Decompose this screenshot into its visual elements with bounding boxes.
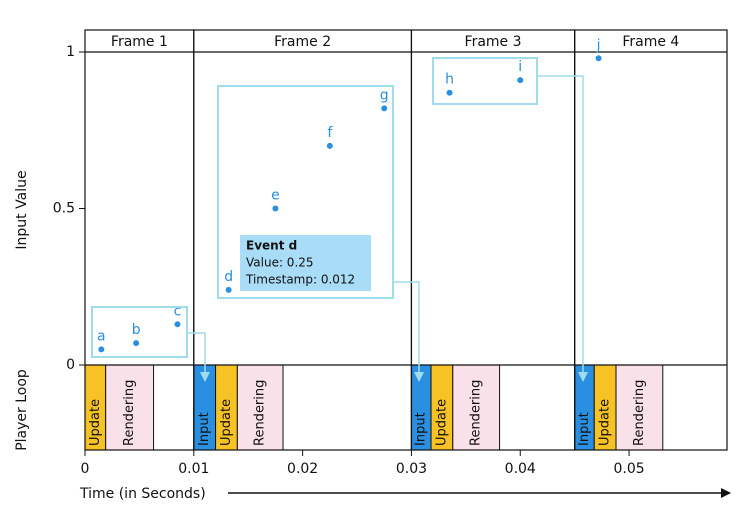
point-label: c — [174, 303, 182, 319]
loop-block-label: Input — [197, 412, 212, 446]
arrow-head — [578, 372, 588, 382]
point — [381, 105, 388, 112]
y-tick-label: 1 — [66, 44, 75, 60]
x-tick-label: 0.03 — [396, 461, 427, 477]
point — [225, 286, 232, 293]
point-label: f — [327, 125, 333, 141]
loop-block-label: Rendering — [632, 380, 647, 446]
arrow — [393, 281, 420, 376]
x-tick-label: 0.02 — [287, 461, 318, 477]
loop-block-label: Input — [577, 412, 592, 446]
loop-block-label: Rendering — [469, 380, 484, 446]
point-label: a — [97, 328, 106, 344]
x-tick-label: 0.04 — [505, 461, 536, 477]
x-axis-label: Time (in Seconds) — [79, 486, 206, 502]
point-label: h — [445, 72, 454, 88]
point — [98, 346, 105, 353]
x-tick-label: 0 — [81, 461, 90, 477]
tooltip-line: Timestamp: 0.012 — [245, 273, 355, 287]
point-label: e — [271, 188, 280, 204]
frame-label: Frame 1 — [111, 34, 168, 50]
arrow-head — [200, 372, 210, 382]
selection-box — [217, 85, 394, 299]
arrow-head — [414, 372, 424, 382]
arrow — [537, 75, 584, 376]
plot: Update Rendering Input Update Rendering Input… — [53, 29, 728, 477]
loop-block-label: Update — [434, 399, 449, 446]
point — [326, 142, 333, 149]
loop-block-label: Update — [219, 399, 234, 446]
point-label: d — [224, 269, 233, 285]
point — [272, 205, 279, 212]
point — [595, 55, 602, 62]
frame-label: Frame 3 — [465, 34, 522, 50]
loop-label: Player Loop — [14, 369, 30, 451]
point — [133, 340, 140, 347]
loop-block-label: Update — [598, 399, 613, 446]
tooltip-title: Event d — [246, 239, 297, 253]
frame-label: Frame 4 — [622, 34, 679, 50]
selection-box — [432, 57, 538, 105]
point-label: g — [380, 87, 389, 103]
tooltip — [240, 235, 371, 291]
loop-block-label: Input — [414, 412, 429, 446]
point — [517, 77, 524, 84]
frame — [574, 29, 728, 451]
point — [446, 89, 453, 96]
point — [174, 321, 181, 328]
y-axis-label: Input Value — [14, 170, 30, 249]
x-tick-label: 0.05 — [613, 461, 644, 477]
point-label: j — [596, 37, 601, 53]
loop-block-label: Update — [88, 399, 103, 446]
tooltip-line: Value: 0.25 — [246, 256, 314, 270]
selection-box — [91, 306, 188, 358]
arrow — [187, 332, 206, 376]
point-label: b — [132, 322, 141, 338]
x-tick-label: 0.01 — [178, 461, 209, 477]
frame-label: Frame 2 — [274, 34, 331, 50]
loop-block-label: Rendering — [253, 380, 268, 446]
loop-block-label: Rendering — [122, 380, 137, 446]
loop-block — [105, 364, 155, 451]
loop-block — [452, 364, 501, 451]
y-tick-label: 0 — [66, 357, 75, 373]
y-tick-label: 0.5 — [53, 201, 75, 217]
point-label: i — [518, 59, 522, 75]
